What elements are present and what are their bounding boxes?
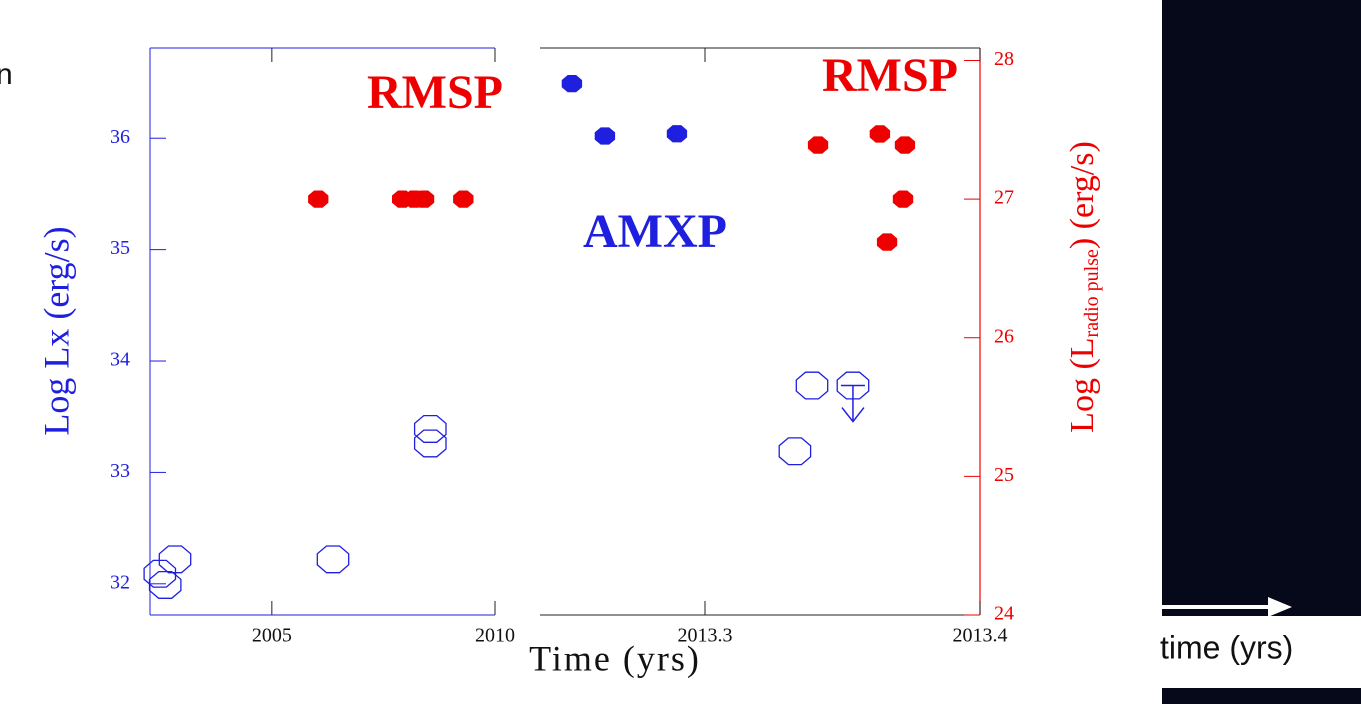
timeline-label: time (yrs) [1160, 629, 1293, 665]
annotation: RMSP [367, 66, 503, 119]
x-axis-label: Time (yrs) [529, 638, 701, 678]
point [561, 75, 583, 93]
point [778, 437, 812, 466]
y-tick-label: 36 [110, 126, 130, 148]
point [594, 127, 616, 145]
y2-tick-label: 25 [994, 464, 1014, 486]
annotation: AMXP [583, 205, 727, 258]
arrow-head [1268, 597, 1292, 617]
y-tick-label: 32 [110, 571, 130, 593]
y-tick-label: 34 [110, 349, 130, 371]
y2-label-tail: ) (erg/s) [1064, 141, 1101, 249]
point [413, 429, 447, 458]
point [316, 545, 350, 574]
point [807, 136, 829, 154]
y2-tick-label: 26 [994, 325, 1014, 347]
point [894, 136, 916, 154]
point [795, 371, 829, 400]
x-tick-label: 2005 [252, 625, 292, 647]
y-tick-label: 35 [110, 237, 130, 259]
point [892, 190, 914, 208]
y-tick-label: 33 [110, 460, 130, 482]
point [148, 570, 182, 599]
point [158, 545, 192, 574]
point [413, 190, 435, 208]
plot: 2005 2010 32 33 34 35 36 Time (yrs) Log Lx (erg/… [36, 47, 1103, 678]
x-tick-label: 2013.4 [953, 625, 1008, 647]
upper-limit-arrow-head [841, 407, 865, 423]
point [308, 190, 329, 208]
y2-label-sub: radio pulse [1081, 249, 1103, 337]
x-tick-label: 2010 [475, 625, 515, 647]
point [876, 233, 898, 251]
y2-tick-label: 24 [994, 603, 1014, 625]
y2-tick-label: 28 [994, 48, 1014, 70]
y-axis-label: Log Lx (erg/s) [36, 226, 76, 435]
point [413, 414, 447, 443]
slide-text-fragment: n [0, 58, 13, 91]
chart-panel [0, 0, 1162, 704]
annotation: RMSP [822, 49, 958, 102]
point [453, 190, 474, 208]
x-tick-label: 2013.3 [678, 625, 733, 647]
label-background [1150, 616, 1361, 688]
y2-label-main: Log (L [1064, 337, 1101, 432]
point [869, 125, 891, 143]
point [143, 559, 177, 588]
point [836, 371, 870, 400]
y2-axis-label: Log (Lradio pulse) (erg/s) [1064, 141, 1103, 433]
point [666, 125, 688, 143]
y2-tick-label: 27 [994, 187, 1014, 209]
